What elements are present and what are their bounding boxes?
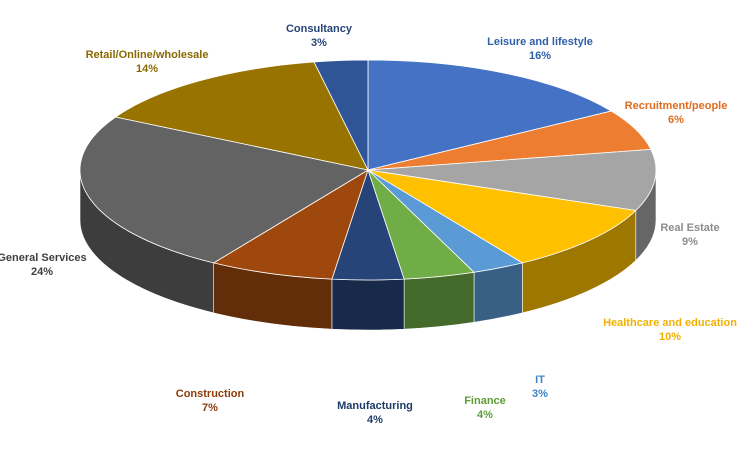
value-label-consultancy: 3% — [311, 37, 327, 49]
pie-side-finance — [403, 271, 475, 330]
value-label-construction: 7% — [202, 402, 218, 414]
pie-top-faces — [79, 59, 657, 281]
label-leisure-and-lifestyle: Leisure and lifestyle — [487, 36, 593, 48]
value-label-retail-online-wholesale: 14% — [136, 63, 158, 75]
value-label-real-estate: 9% — [682, 236, 698, 248]
label-it: IT — [535, 374, 545, 386]
value-label-general-services: 24% — [31, 266, 53, 278]
pie-slice-retail-online-wholesale — [114, 61, 369, 171]
pie-slice-healthcare-and-education — [367, 169, 637, 264]
label-general-services: General Services — [0, 252, 87, 264]
pie-slice-real-estate — [367, 148, 657, 211]
pie-side-it — [473, 262, 523, 323]
value-label-recruitment-people: 6% — [668, 114, 684, 126]
pie-side-walls — [79, 169, 657, 331]
value-label-it: 3% — [532, 388, 548, 400]
label-finance: Finance — [464, 395, 506, 407]
label-healthcare-and-education: Healthcare and education — [603, 317, 737, 329]
pie-slice-consultancy — [313, 59, 369, 171]
pie-slice-leisure-and-lifestyle — [367, 59, 613, 171]
pie-labels: Leisure and lifestyle 16% Recruitment/peop… — [0, 23, 737, 426]
pie-slice-construction — [212, 169, 369, 280]
value-label-manufacturing: 4% — [367, 414, 383, 426]
label-recruitment-people: Recruitment/people — [625, 100, 728, 112]
label-consultancy: Consultancy — [286, 23, 353, 35]
label-construction: Construction — [176, 388, 245, 400]
value-label-leisure-and-lifestyle: 16% — [529, 50, 551, 62]
pie-slice-general-services — [79, 116, 370, 264]
value-label-healthcare-and-education: 10% — [659, 331, 681, 343]
value-label-finance: 4% — [477, 409, 493, 421]
label-manufacturing: Manufacturing — [337, 400, 413, 412]
label-real-estate: Real Estate — [660, 222, 719, 234]
label-retail-online-wholesale: Retail/Online/wholesale — [86, 49, 209, 61]
pie-side-manufacturing — [331, 278, 405, 331]
